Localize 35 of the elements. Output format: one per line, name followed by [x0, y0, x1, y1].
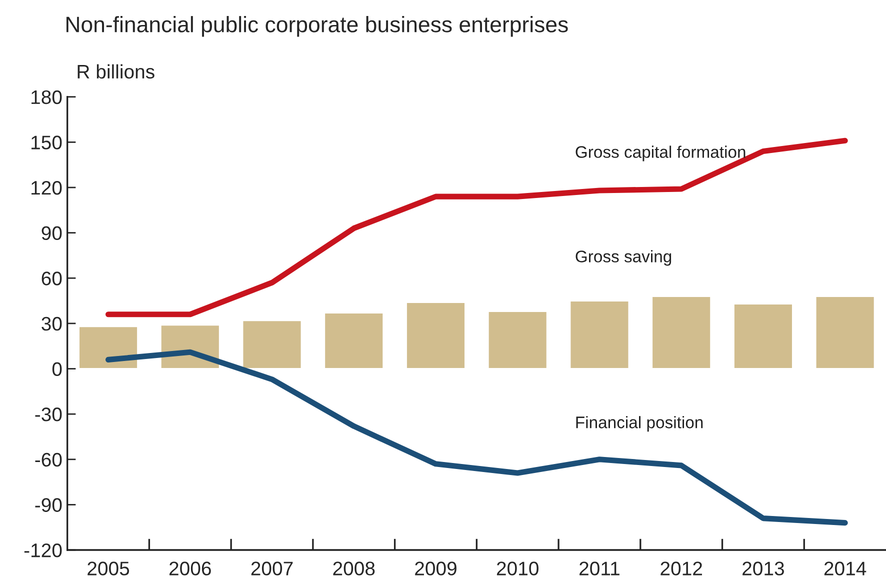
series-label: Gross saving — [576, 250, 672, 266]
bar — [733, 303, 794, 370]
bar — [324, 312, 384, 370]
x-tick-label: 2007 — [251, 562, 293, 576]
x-tick-label: 2006 — [169, 562, 211, 576]
y-tick-label: 30 — [42, 316, 62, 331]
bar — [569, 300, 630, 370]
chart-title: Non-financial public corporate business enterprises — [66, 16, 568, 37]
x-tick-label: 2014 — [824, 562, 866, 576]
series-label: Gross capital formation — [576, 146, 746, 162]
x-tick-label: 2005 — [88, 562, 130, 576]
bar — [406, 302, 466, 370]
x-tick-label: 2009 — [415, 562, 456, 576]
y-tick-label: -120 — [24, 543, 62, 558]
y-tick-label: -30 — [35, 408, 62, 422]
x-tick-label: 2008 — [333, 562, 375, 576]
bar — [814, 296, 876, 370]
y-axis-title: R billions — [78, 64, 154, 79]
x-tick-label: 2012 — [660, 562, 702, 576]
series-label: Financial position — [576, 416, 703, 432]
y-tick-label: 60 — [42, 272, 62, 286]
x-tick-label: 2010 — [496, 562, 538, 576]
bar — [651, 296, 712, 370]
bar — [242, 320, 302, 370]
bar — [487, 310, 548, 370]
y-tick-label: 0 — [52, 362, 62, 376]
y-tick-label: 120 — [32, 180, 62, 195]
x-tick-label: 2013 — [742, 562, 784, 576]
y-tick-label: 180 — [32, 90, 62, 104]
y-tick-label: 150 — [32, 136, 62, 150]
y-tick-label: -90 — [35, 498, 62, 512]
y-tick-label: -60 — [35, 452, 62, 467]
y-tick-label: 90 — [42, 226, 62, 240]
x-tick-label: 2011 — [580, 562, 620, 576]
bar — [78, 326, 138, 370]
